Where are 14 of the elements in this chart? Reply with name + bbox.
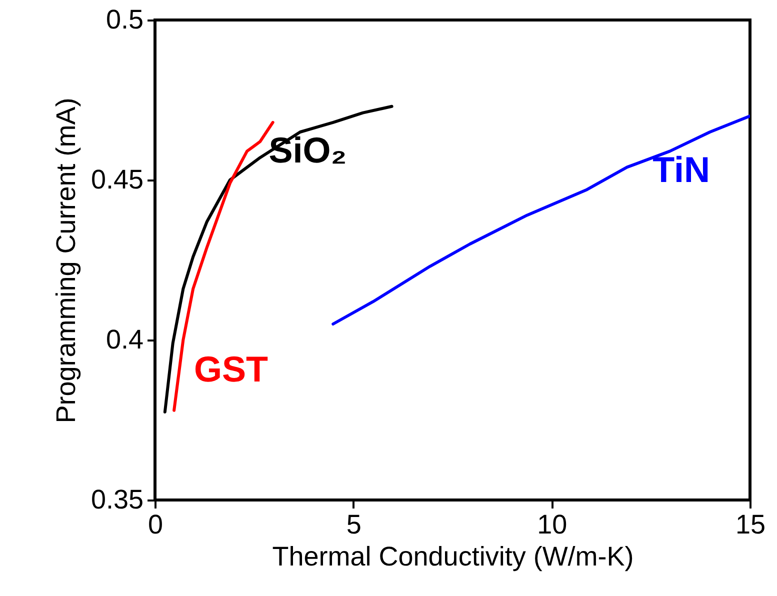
x-tick-label: 0 xyxy=(148,510,164,540)
x-tick-label: 10 xyxy=(537,510,568,540)
y-tick-label: 0.35 xyxy=(90,484,144,514)
line-series xyxy=(163,104,394,414)
series-label: GST xyxy=(194,348,268,390)
y-tick-label: 0.5 xyxy=(106,4,144,34)
x-tick-label: 5 xyxy=(346,510,362,540)
x-tick-label: 15 xyxy=(735,510,766,540)
y-tick-label: 0.4 xyxy=(106,324,144,354)
x-axis-title: Thermal Conductivity (W/m-K) xyxy=(272,542,634,572)
y-tick-label: 0.45 xyxy=(90,164,144,194)
series-label: TiN xyxy=(652,149,710,190)
series-label: SiO₂ xyxy=(268,129,347,170)
y-axis-title: Programming Current (mA) xyxy=(50,98,81,424)
